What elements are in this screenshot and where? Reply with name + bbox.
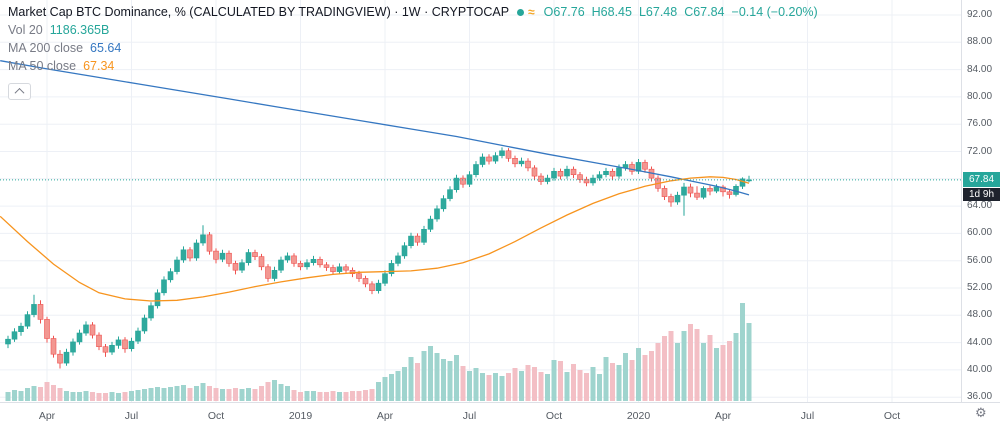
market-status-icon[interactable] (517, 9, 525, 16)
price-axis-label: 48.00 (967, 309, 993, 320)
low-value: L67.48 (638, 5, 678, 19)
ma-50-line (0, 176, 750, 302)
price-axis-label: 64.00 (967, 200, 993, 211)
axis-settings-gear-icon[interactable]: ⚙ (975, 406, 987, 421)
legend-collapse-button[interactable] (8, 83, 31, 100)
high-value: H68.45 (591, 5, 632, 19)
time-axis-label: Oct (207, 410, 225, 422)
price-axis-label: 80.00 (967, 91, 993, 102)
legend: Market Cap BTC Dominance, % (CALCULATED … (8, 3, 825, 75)
price-axis-label: 44.00 (967, 337, 993, 348)
time-axis-label: Apr (38, 410, 56, 422)
symbol-title-row[interactable]: Market Cap BTC Dominance, % (CALCULATED … (8, 3, 825, 21)
time-axis-label: Jul (800, 410, 815, 422)
price-axis-label: 60.00 (967, 227, 993, 238)
chevron-up-icon (14, 87, 25, 98)
last-price-badge: 67.84 (963, 172, 1000, 187)
volume-indicator-value: 1186.365B (49, 23, 110, 37)
symbol-title: Market Cap BTC Dominance, % (CALCULATED … (8, 5, 510, 19)
ma50-indicator-row[interactable]: MA 50 close 67.34 (8, 57, 825, 75)
time-axis-label: Oct (883, 410, 901, 422)
ma200-indicator-row[interactable]: MA 200 close 65.64 (8, 39, 825, 57)
volume-indicator-label: Vol 20 (8, 23, 43, 37)
time-axis-year-label: 2020 (626, 410, 651, 422)
price-axis-label: 84.00 (967, 64, 993, 75)
price-axis-label: 72.00 (967, 146, 993, 157)
chart-canvas[interactable] (0, 0, 962, 402)
change-value: −0.14 (−0.20%) (731, 5, 818, 19)
volume-indicator-row[interactable]: Vol 20 1186.365B (8, 21, 825, 39)
open-value: O67.76 (543, 5, 585, 19)
ma200-indicator-label: MA 200 close (8, 41, 84, 55)
time-axis-label: Apr (376, 410, 394, 422)
volume-bars (5, 303, 752, 401)
price-axis[interactable]: 67.84 1d 9h 92.00 88.00 84.00 80.00 76.00 72.… (961, 0, 1000, 402)
time-axis-label: Jul (124, 410, 139, 422)
close-value: C67.84 (684, 5, 725, 19)
candles (5, 147, 752, 369)
bar-countdown-badge: 1d 9h (963, 188, 1000, 201)
grid-lines (0, 0, 961, 402)
time-axis-year-label: 2019 (288, 410, 313, 422)
price-axis-label: 56.00 (967, 255, 993, 266)
price-axis-label: 76.00 (967, 118, 993, 129)
ma200-indicator-value: 65.64 (90, 41, 122, 55)
price-axis-label: 52.00 (967, 282, 993, 293)
ma50-indicator-label: MA 50 close (8, 59, 77, 73)
ohlc-values: O67.76 H68.45 L67.48 C67.84 −0.14 (−0.20%) (544, 5, 825, 19)
ma50-indicator-value: 67.34 (83, 59, 115, 73)
approximate-data-icon[interactable]: ≈ (528, 5, 535, 19)
price-axis-label: 92.00 (967, 9, 993, 20)
price-axis-label: 36.00 (967, 391, 993, 402)
ma-200-line (0, 60, 750, 196)
time-axis-label: Apr (714, 410, 732, 422)
price-axis-label: 88.00 (967, 36, 993, 47)
time-axis[interactable]: Apr Jul Oct 2019 Apr Jul Oct 2020 Apr Jul Oct (0, 402, 1000, 430)
time-axis-label: Oct (545, 410, 563, 422)
price-axis-label: 40.00 (967, 364, 993, 375)
time-axis-label: Jul (462, 410, 477, 422)
